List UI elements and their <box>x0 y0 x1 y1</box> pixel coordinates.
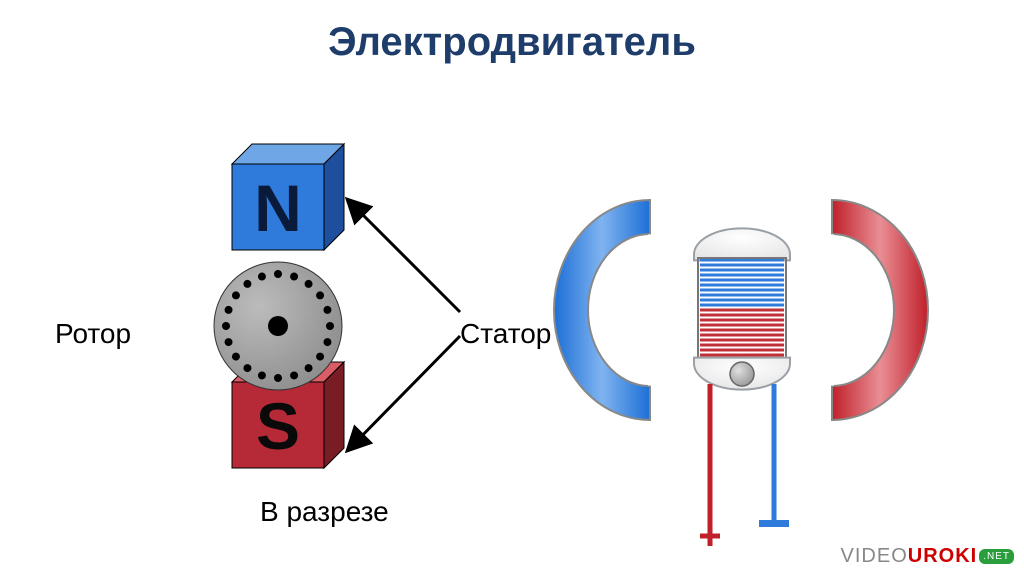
watermark-badge: .NET <box>979 549 1014 564</box>
right-diagram <box>520 120 980 560</box>
watermark: VIDEOUROKI.NET <box>841 545 1014 568</box>
watermark-part1: VIDEO <box>841 545 908 567</box>
svg-text:S: S <box>256 389 300 463</box>
page-title: Электродвигатель <box>0 20 1024 65</box>
cross-section-label: В разрезе <box>260 496 389 528</box>
stator-label: Статор <box>460 318 551 350</box>
left-diagram: NS <box>80 80 500 520</box>
svg-text:N: N <box>254 171 302 245</box>
rotor-label: Ротор <box>55 318 131 350</box>
watermark-part2: UROKI <box>908 545 977 567</box>
